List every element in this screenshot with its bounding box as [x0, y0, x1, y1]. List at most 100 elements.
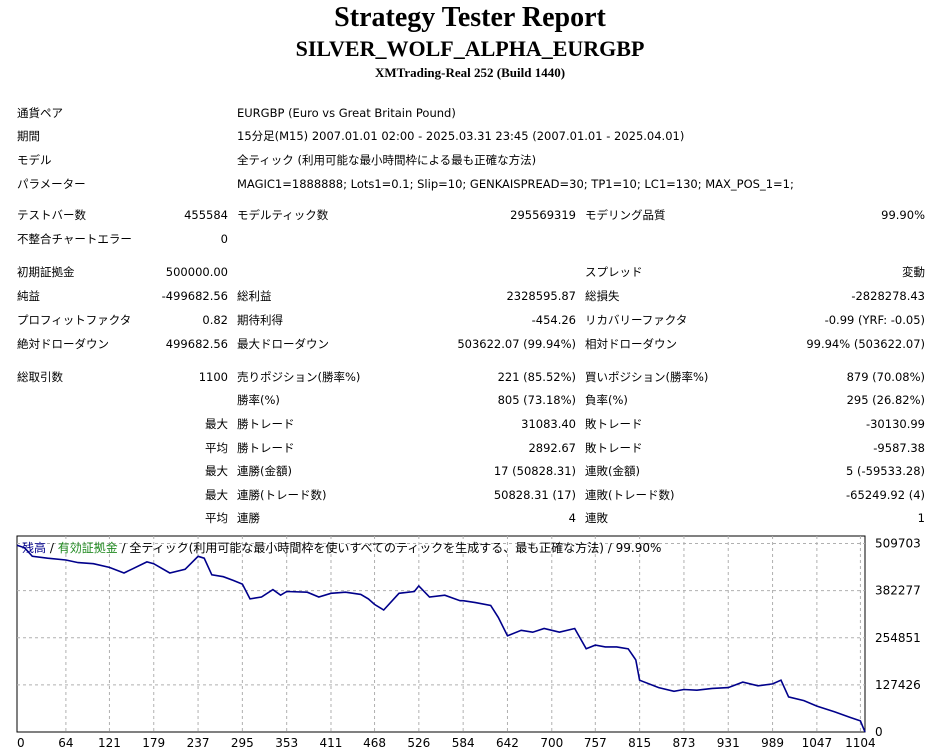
total-trades-value: 1100	[198, 370, 228, 384]
info-label-model: モデル	[17, 153, 52, 167]
short-positions-value: 221 (85.52%)	[497, 370, 576, 384]
max-drawdown-value: 503622.07 (99.94%)	[457, 337, 576, 351]
legend-equity: 有効証拠金	[57, 541, 118, 555]
cons-wins-count-value: 50828.31 (17)	[493, 488, 576, 502]
x-tick-label: 0	[17, 736, 25, 750]
errors-label: 不整合チャートエラー	[17, 232, 132, 246]
x-tick-label: 873	[672, 736, 695, 750]
x-tick-label: 179	[142, 736, 165, 750]
x-tick-label: 700	[540, 736, 563, 750]
chart-grid	[17, 536, 865, 732]
rel-drawdown-label: 相対ドローダウン	[585, 337, 677, 351]
y-tick-label: 0	[875, 725, 883, 739]
avg-cons-wins-label: 連勝	[237, 511, 260, 525]
max-prefix-count: 最大	[205, 488, 228, 502]
largest-loss-value: -30130.99	[865, 417, 925, 431]
info-value-period: 15分足(M15) 2007.01.01 02:00 - 2025.03.31 …	[237, 129, 685, 143]
cons-wins-amount-value: 17 (50828.31)	[493, 464, 576, 478]
legend-balance: 残高	[22, 541, 47, 555]
rel-drawdown-value: 99.94% (503622.07)	[806, 337, 925, 351]
balance-series-line	[16, 544, 866, 733]
report-title: Strategy Tester Report	[334, 2, 606, 33]
expected-payoff-label: 期待利得	[237, 313, 283, 327]
win-rate-label: 勝率(%)	[237, 393, 280, 407]
ticks-value: 295569319	[510, 208, 576, 222]
max-prefix-amount: 最大	[205, 464, 228, 478]
x-tick-label: 1047	[802, 736, 833, 750]
legend-separator-2: /	[117, 541, 130, 555]
deposit-label: 初期証拠金	[17, 265, 75, 279]
avg-loss-value: -9587.38	[873, 441, 925, 455]
gross-profit-label: 総利益	[237, 289, 272, 303]
recovery-factor-label: リカバリーファクタ	[585, 313, 688, 327]
gross-loss-label: 総損失	[585, 289, 620, 303]
chart-legend: 残高 / 有効証拠金 / 全ティック(利用可能な最小時間枠を使いすべてのティック…	[22, 539, 661, 556]
long-positions-label: 買いポジション(勝率%)	[585, 370, 709, 384]
loss-rate-value: 295 (26.82%)	[846, 393, 925, 407]
largest-prefix: 最大	[205, 417, 228, 431]
average-prefix: 平均	[205, 441, 228, 455]
avg-loss-label: 敗トレード	[585, 441, 643, 455]
cons-wins-count-label: 連勝(トレード数)	[237, 488, 327, 502]
avg-win-value: 2892.67	[528, 441, 576, 455]
y-axis-ticks: 0 127426 254851 382277 509703	[875, 537, 921, 739]
errors-value: 0	[220, 232, 228, 246]
x-tick-label: 64	[58, 736, 73, 750]
bars-value: 455584	[184, 208, 228, 222]
net-profit-label: 純益	[17, 289, 40, 303]
x-tick-label: 468	[363, 736, 386, 750]
info-label-params: パラメーター	[17, 177, 86, 191]
recovery-factor-value: -0.99 (YRF: -0.05)	[824, 313, 925, 327]
x-tick-label: 584	[452, 736, 475, 750]
x-tick-label: 1104	[845, 736, 876, 750]
plot-area	[16, 535, 866, 733]
net-profit-value: -499682.56	[161, 289, 228, 303]
x-tick-label: 121	[98, 736, 121, 750]
loss-rate-label: 負率(%)	[585, 393, 628, 407]
avg-cons-losses-value: 1	[917, 511, 925, 525]
gross-profit-value: 2328595.87	[506, 289, 576, 303]
x-tick-label: 353	[275, 736, 298, 750]
avg-cons-wins-value: 4	[568, 511, 576, 525]
info-label-symbol: 通貨ペア	[17, 106, 63, 120]
y-tick-label: 254851	[875, 631, 921, 645]
average-prefix-2: 平均	[205, 511, 228, 525]
win-rate-value: 805 (73.18%)	[497, 393, 576, 407]
profit-factor-value: 0.82	[202, 313, 228, 327]
info-value-model: 全ティック (利用可能な最小時間枠による最も正確な方法)	[237, 153, 537, 167]
info-value-symbol: EURGBP (Euro vs Great Britain Pound)	[237, 106, 456, 120]
x-tick-label: 295	[231, 736, 254, 750]
long-positions-value: 879 (70.08%)	[846, 370, 925, 384]
quality-value: 99.90%	[881, 208, 925, 222]
largest-loss-label: 敗トレード	[585, 417, 643, 431]
max-drawdown-label: 最大ドローダウン	[237, 337, 329, 351]
deposit-value: 500000.00	[165, 265, 228, 279]
x-tick-label: 237	[187, 736, 210, 750]
abs-drawdown-value: 499682.56	[165, 337, 228, 351]
x-tick-label: 815	[628, 736, 651, 750]
avg-cons-losses-label: 連敗	[585, 511, 608, 525]
y-tick-label: 127426	[875, 678, 921, 692]
cons-losses-amount-value: 5 (-59533.28)	[846, 464, 925, 478]
x-tick-label: 642	[496, 736, 519, 750]
profit-factor-label: プロフィットファクタ	[17, 313, 132, 327]
server-info: XMTrading-Real 252 (Build 1440)	[374, 65, 566, 80]
cons-losses-count-value: -65249.92 (4)	[846, 488, 925, 502]
x-tick-label: 757	[584, 736, 607, 750]
cons-losses-count-label: 連敗(トレード数)	[585, 488, 675, 502]
cons-losses-amount-label: 連敗(金額)	[585, 464, 640, 478]
largest-win-value: 31083.40	[521, 417, 576, 431]
x-tick-label: 411	[320, 736, 343, 750]
short-positions-label: 売りポジション(勝率%)	[237, 370, 361, 384]
avg-win-label: 勝トレード	[237, 441, 295, 455]
legend-separator: /	[46, 541, 58, 555]
gross-loss-value: -2828278.43	[851, 289, 925, 303]
cons-wins-amount-label: 連勝(金額)	[237, 464, 292, 478]
bars-label: テストバー数	[17, 208, 86, 222]
spread-label: スプレッド	[585, 265, 643, 279]
x-tick-label: 526	[407, 736, 430, 750]
largest-win-label: 勝トレード	[237, 417, 295, 431]
expected-payoff-value: -454.26	[531, 313, 576, 327]
y-tick-label: 382277	[875, 584, 921, 598]
spread-value: 変動	[902, 265, 925, 279]
